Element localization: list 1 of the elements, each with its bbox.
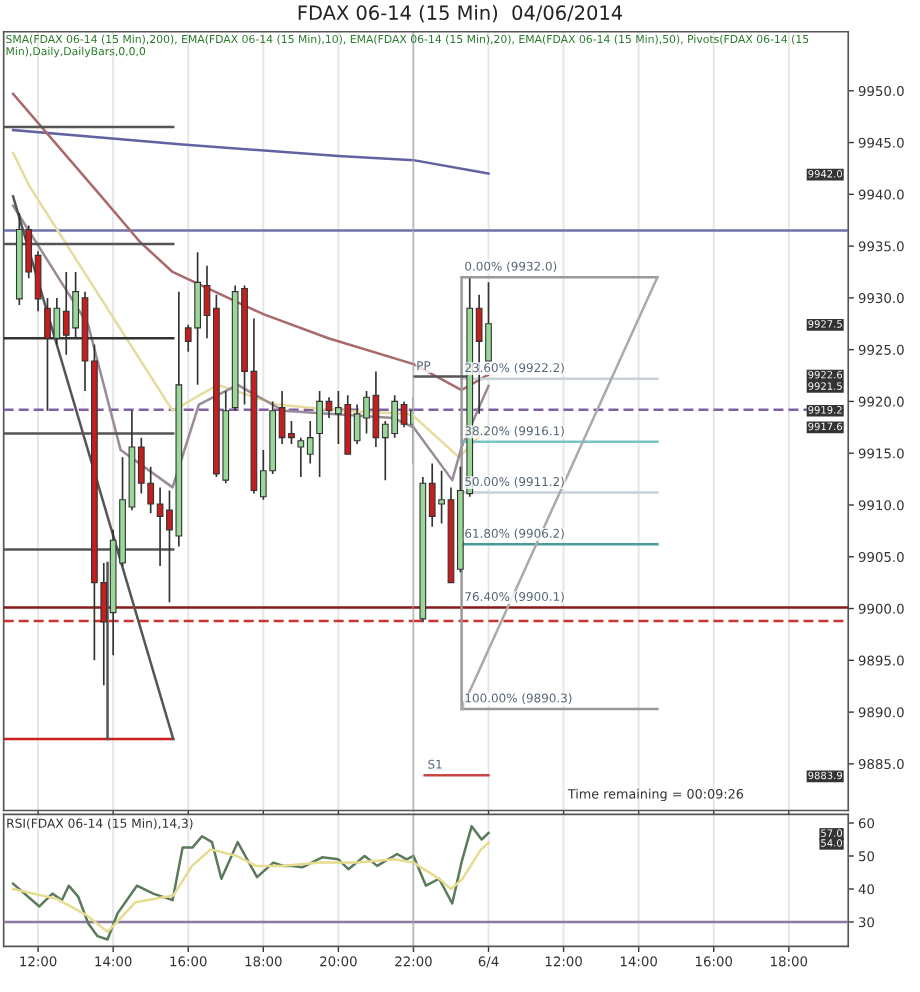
text: FDAX 06-14 (15 Min) 04/06/2014 xyxy=(298,4,623,23)
